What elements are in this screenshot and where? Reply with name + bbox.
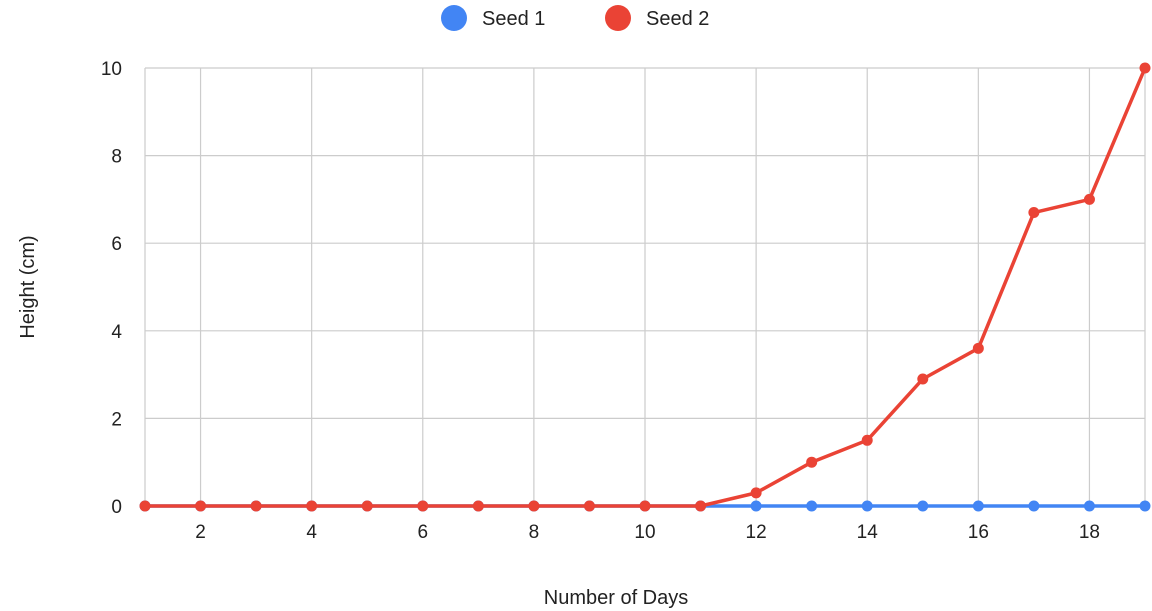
- series-2-point: [806, 456, 818, 468]
- y-tick-label: 2: [111, 409, 122, 430]
- series-2-point: [528, 500, 540, 512]
- series-2-point: [861, 434, 873, 446]
- series-2-point: [361, 500, 373, 512]
- series-2-point: [583, 500, 595, 512]
- x-tick-label: 2: [195, 522, 206, 543]
- x-tick-label: 16: [968, 522, 989, 543]
- x-tick-label: 14: [857, 522, 879, 543]
- x-axis-title: Number of Days: [544, 587, 689, 609]
- series-2-point: [195, 500, 207, 512]
- series-1-point: [972, 500, 984, 512]
- x-tick-label: 4: [306, 522, 317, 543]
- y-axis-title: Height (cm): [17, 235, 39, 338]
- x-tick-label: 10: [634, 522, 655, 543]
- y-tick-label: 4: [111, 322, 122, 343]
- x-tick-label: 6: [417, 522, 428, 543]
- series-2-point: [250, 500, 262, 512]
- x-tick-label: 12: [746, 522, 767, 543]
- series-1-point: [750, 500, 762, 512]
- series-1-point: [806, 500, 818, 512]
- series-2-point: [639, 500, 651, 512]
- series-2-point: [472, 500, 484, 512]
- series-2-point: [417, 500, 429, 512]
- series-2-point: [972, 342, 984, 354]
- series-layer: [139, 62, 1151, 512]
- series-1-point: [1139, 500, 1151, 512]
- series-2-point: [750, 487, 762, 499]
- x-tick-label: 18: [1079, 522, 1100, 543]
- legend-label-series-1: Seed 1: [482, 8, 545, 30]
- series-2-point: [1139, 62, 1151, 74]
- y-tick-label: 0: [111, 497, 122, 518]
- legend-marker-series-2: [605, 5, 631, 31]
- y-tick-label: 6: [111, 234, 122, 255]
- series-2-point: [695, 500, 707, 512]
- series-1-point: [1028, 500, 1040, 512]
- series-1-point: [861, 500, 873, 512]
- series-2-point: [917, 373, 929, 385]
- legend-marker-series-1: [441, 5, 467, 31]
- series-2-point: [1028, 207, 1040, 219]
- legend-label-series-2: Seed 2: [646, 8, 709, 30]
- y-tick-label: 8: [111, 147, 122, 168]
- grid-layer: [144, 67, 1146, 507]
- series-1-point: [917, 500, 929, 512]
- series-2-point: [1083, 193, 1095, 205]
- series-2-point: [306, 500, 318, 512]
- series-2-point: [139, 500, 151, 512]
- x-tick-label: 8: [529, 522, 540, 543]
- y-tick-label: 10: [101, 59, 122, 80]
- tick-label-layer: 0 2 4 6 8 10 2 4 6 8 10 12 14 16 18: [101, 59, 1100, 543]
- series-1-point: [1083, 500, 1095, 512]
- legend: Seed 1 Seed 2: [441, 5, 709, 31]
